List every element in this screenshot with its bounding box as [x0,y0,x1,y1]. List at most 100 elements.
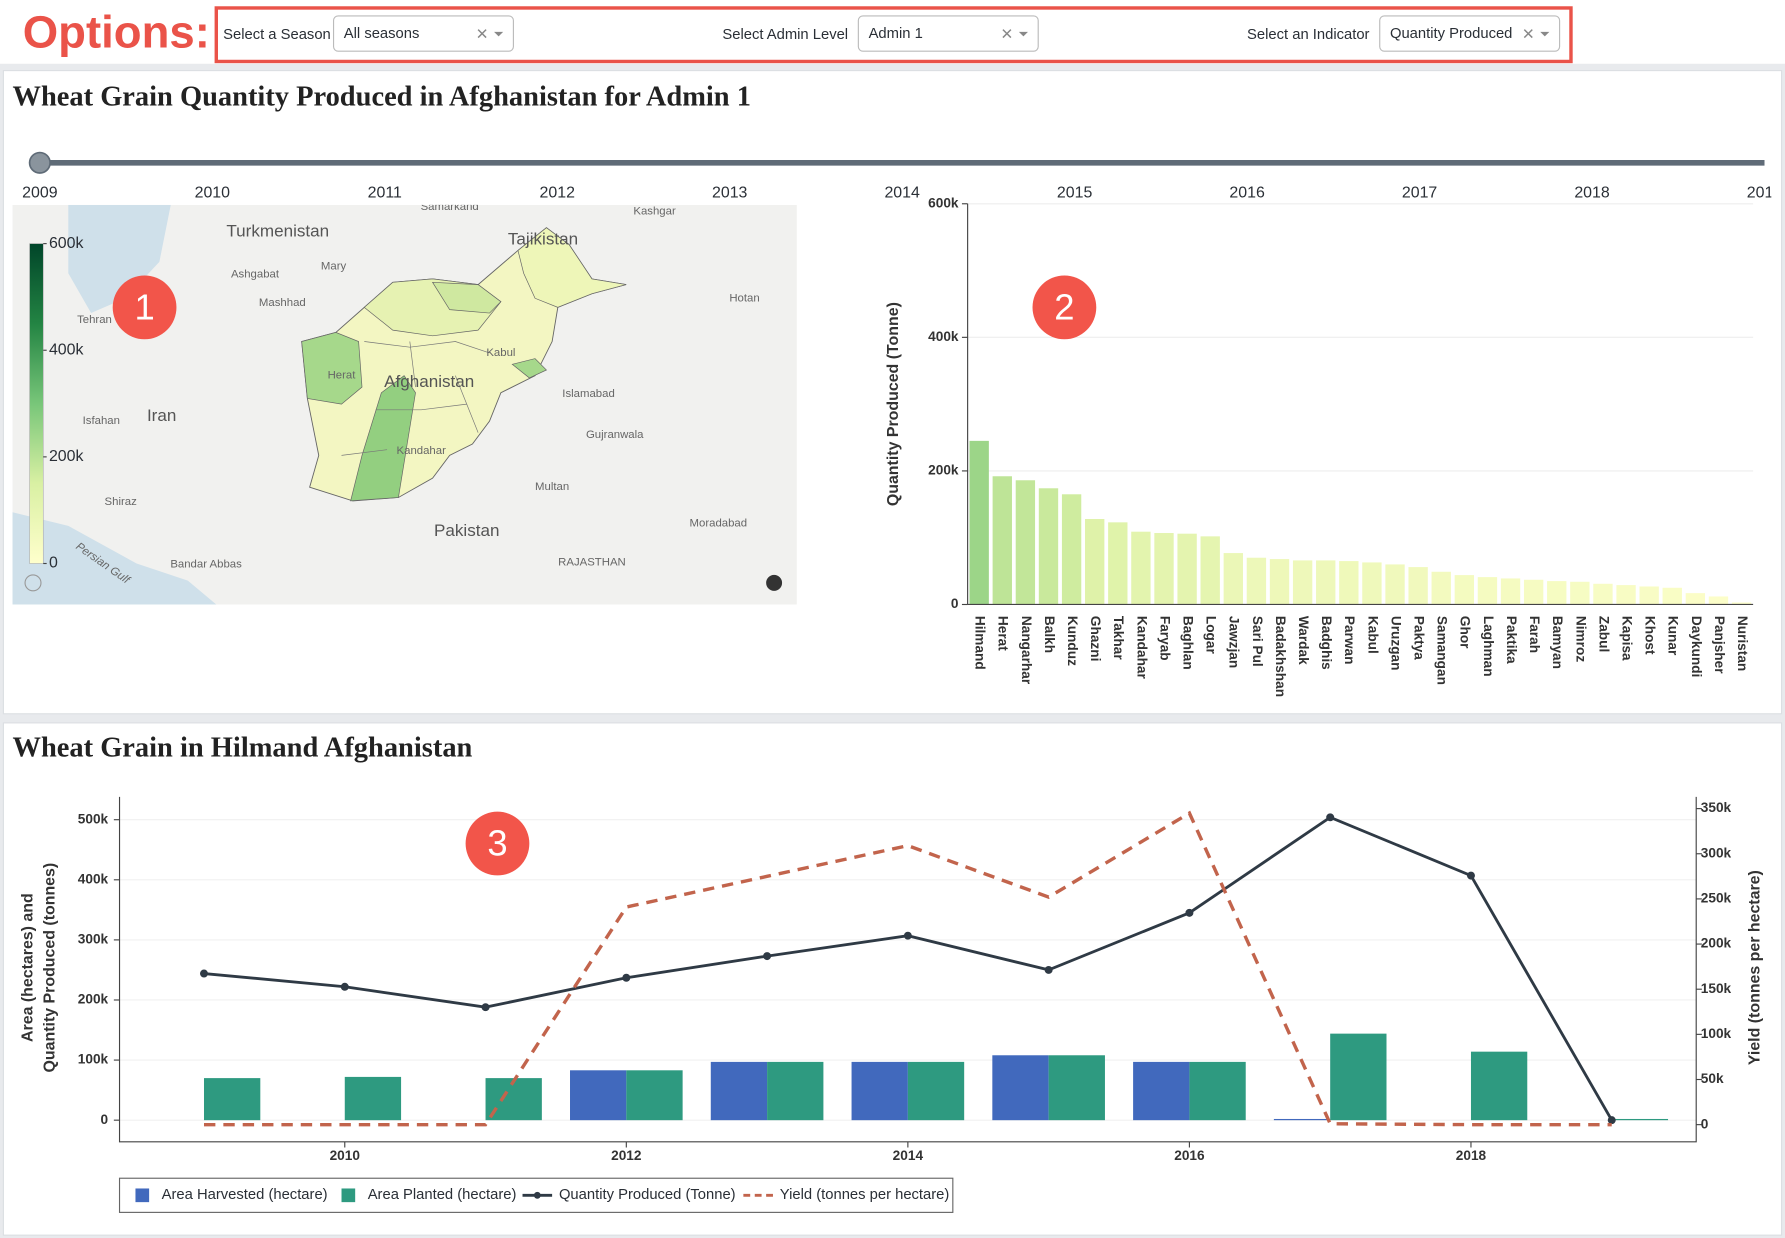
bar[interactable] [1131,531,1151,605]
info-icon[interactable] [766,574,783,591]
point[interactable] [340,982,349,991]
bar[interactable] [1385,564,1405,605]
x-tick-label: Zabul [1596,616,1611,652]
point[interactable] [1466,871,1475,880]
bar[interactable] [1685,593,1706,605]
dropdown-value[interactable]: All seasons [344,26,420,42]
bar[interactable] [1500,578,1521,605]
legend-swatch[interactable] [135,1188,150,1203]
caret-icon[interactable] [494,31,504,37]
clear-icon[interactable] [477,29,487,39]
bar[interactable] [1269,559,1290,605]
point[interactable] [903,931,912,940]
bar[interactable] [1246,557,1267,605]
bar[interactable] [1523,579,1544,605]
bar[interactable] [1454,575,1475,605]
bar[interactable] [1639,586,1659,605]
legend-label[interactable]: Quantity Produced (Tonne) [559,1187,736,1203]
legend-label[interactable]: Area Planted (hectare) [368,1187,517,1203]
bar[interactable] [1477,577,1498,605]
bar[interactable] [203,1078,261,1121]
bar[interactable] [851,1061,908,1121]
bar[interactable] [1708,596,1729,605]
dropdown[interactable]: Quantity Produced [1379,15,1561,52]
bar[interactable] [1015,480,1036,605]
bar[interactable] [1408,567,1428,605]
point[interactable] [1044,965,1053,974]
legend-item[interactable]: Quantity Produced (Tonne) [522,1187,736,1203]
point[interactable] [622,973,631,982]
colorbar-scale [29,243,44,564]
line[interactable] [203,810,1612,1127]
dropdown-box[interactable] [1379,15,1561,52]
clear-icon[interactable] [1002,29,1012,39]
bar[interactable] [992,476,1012,605]
dropdown[interactable]: Admin 1 [857,15,1039,52]
point[interactable] [481,1003,490,1012]
bar[interactable] [1189,1061,1246,1121]
bar[interactable] [1570,581,1590,605]
bar[interactable] [1200,536,1220,605]
bar[interactable] [1616,585,1636,605]
bar[interactable] [1593,583,1613,605]
dropdown[interactable]: All seasons [332,15,514,52]
bar[interactable] [1108,522,1128,605]
bar[interactable] [992,1055,1049,1121]
x-tick-label: 2012 [611,1148,642,1163]
bar[interactable] [907,1061,965,1121]
bar[interactable] [570,1070,627,1121]
bar[interactable] [1177,533,1197,605]
bar[interactable] [1662,587,1682,605]
legend-swatch[interactable] [341,1188,356,1203]
point[interactable] [1326,813,1335,822]
bar[interactable] [1085,518,1105,605]
legend-dot[interactable] [533,1191,541,1199]
map-label: Kandahar [397,445,447,457]
bar[interactable] [1362,562,1382,605]
year-slider[interactable]: 2009 2010 2011 2012 2013 2014 2015 2016 2017 2018… [22,151,1782,202]
x-tick-label: Kandahar [1134,616,1149,680]
caret-icon[interactable] [1018,31,1028,37]
point[interactable] [1185,908,1194,917]
legend-label[interactable]: Area Harvested (hectare) [162,1187,328,1203]
bar[interactable] [1038,488,1059,605]
caret-icon[interactable] [1540,31,1550,37]
legend-item[interactable]: Area Harvested (hectare) [135,1187,328,1203]
bar[interactable] [344,1076,402,1121]
bar[interactable] [1316,560,1336,605]
bar[interactable] [1330,1033,1387,1121]
bar[interactable] [1431,571,1451,605]
bar[interactable] [1154,533,1174,605]
bar[interactable] [1339,561,1359,605]
bar[interactable] [1223,553,1243,605]
bar[interactable] [1048,1055,1105,1121]
bar[interactable] [969,440,989,605]
map[interactable]: Turkmenistan Tajikistan Iran Afghanistan Pak… [12,201,797,605]
legend-item[interactable]: Area Planted (hectare) [341,1187,517,1203]
point[interactable] [200,969,208,978]
dropdown-value[interactable]: Admin 1 [869,26,923,42]
bar[interactable] [626,1070,683,1121]
bar[interactable] [767,1061,824,1121]
clear-icon[interactable] [1523,29,1533,39]
point[interactable] [1607,1116,1616,1125]
bar[interactable] [1470,1051,1528,1121]
bar[interactable] [1547,581,1567,605]
slider-handle[interactable] [28,151,51,174]
options-frame [214,6,1573,64]
legend-label[interactable]: Yield (tonnes per hectare) [780,1187,950,1203]
bar[interactable] [710,1061,768,1121]
bar[interactable] [1133,1061,1190,1121]
bar[interactable] [1292,560,1313,605]
annotation-number: 2 [1054,286,1074,327]
dropdown-value[interactable]: Quantity Produced [1390,26,1512,42]
dropdown-box[interactable] [857,15,1039,52]
legend-item[interactable]: Yield (tonnes per hectare) [743,1187,949,1203]
x-tick-label: Paktika [1504,616,1519,664]
point[interactable] [763,952,772,961]
dropdown-box[interactable] [332,15,514,52]
bar[interactable] [1273,1118,1331,1121]
bar[interactable] [1731,602,1752,605]
bar[interactable] [1061,494,1082,605]
bar[interactable] [1611,1118,1669,1121]
